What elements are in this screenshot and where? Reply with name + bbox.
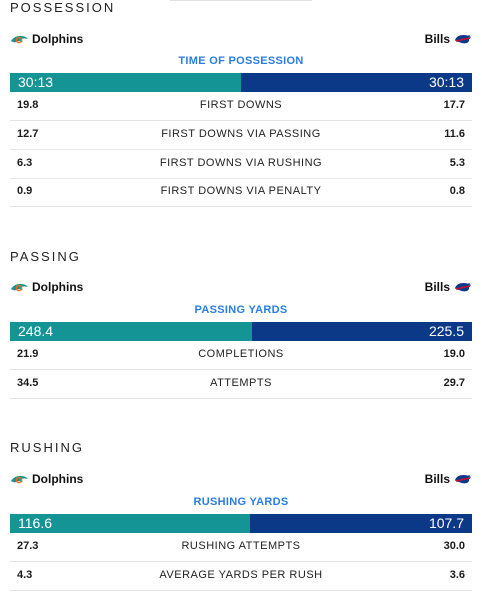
stat-right-value: 30.0 (443, 540, 465, 552)
stat-right-value: 0.8 (449, 185, 465, 197)
section-title: RUSHING (10, 440, 84, 455)
stat-label: RUSHING ATTEMPTS (181, 540, 301, 552)
bar-right-fill: 107.7 (250, 514, 472, 533)
team-name-right: Bills (424, 32, 450, 46)
stat-right-value: 17.7 (443, 99, 465, 111)
stat-label: FIRST DOWNS (199, 99, 283, 111)
team-dolphins: Dolphins (10, 280, 83, 294)
bar-left-fill: 248.4 (10, 322, 253, 341)
stat-left-value: 12.7 (17, 128, 39, 140)
team-dolphins: Dolphins (10, 32, 83, 46)
stat-right-value: 3.6 (449, 569, 465, 581)
stat-right-value: 29.7 (443, 377, 465, 389)
bar-left-fill: 116.6 (10, 514, 251, 533)
dolphins-logo-icon (11, 35, 28, 44)
bar-left-value: 116.6 (18, 515, 52, 531)
stat-label: FIRST DOWNS VIA PASSING (161, 128, 321, 140)
stat-right-value: 11.6 (444, 128, 465, 140)
section-title: PASSING (10, 249, 81, 264)
bar-left-value: 248.4 (18, 323, 54, 339)
passing-yards-bar: 248.4 225.5 (10, 322, 472, 341)
stat-label: AVERAGE YARDS PER RUSH (159, 569, 323, 581)
stat-row: 6.3 FIRST DOWNS VIA RUSHING 5.3 (10, 149, 472, 179)
stat-left-value: 34.5 (17, 377, 39, 389)
bar-right-value: 225.5 (428, 323, 464, 339)
teams-header: Dolphins Bills (10, 32, 472, 48)
team-dolphins: Dolphins (10, 472, 83, 486)
rushing-yards-bar: 116.6 107.7 (10, 514, 472, 533)
bar-right-value: 30:13 (428, 74, 464, 90)
stat-label: ATTEMPTS (210, 377, 272, 389)
time-of-possession-title: TIME OF POSSESSION (178, 55, 304, 67)
stat-right-value: 5.3 (449, 157, 465, 169)
stat-row: 4.3 AVERAGE YARDS PER RUSH 3.6 (10, 561, 472, 591)
rushing-yards-title: RUSHING YARDS (193, 496, 289, 508)
stat-left-value: 4.3 (17, 569, 33, 581)
passing-yards-title: PASSING YARDS (194, 304, 288, 316)
team-name-left: Dolphins (32, 32, 84, 46)
section-title: POSSESSION (10, 0, 116, 15)
time-of-possession-bar: 30:13 30:13 (10, 73, 472, 92)
bills-logo-icon (455, 475, 471, 484)
stat-row: 19.8 FIRST DOWNS 17.7 (10, 91, 472, 121)
team-bills: Bills (425, 280, 472, 294)
team-bills: Bills (425, 472, 472, 486)
team-name-left: Dolphins (32, 472, 84, 486)
bar-left-value: 30:13 (18, 74, 54, 90)
dolphins-logo-icon (11, 475, 28, 484)
teams-header: Dolphins Bills (10, 472, 472, 488)
stat-left-value: 27.3 (17, 540, 39, 552)
bar-right-value: 107.7 (428, 515, 464, 531)
stat-left-value: 6.3 (17, 157, 33, 169)
team-name-right: Bills (424, 280, 450, 294)
stat-row: 0.9 FIRST DOWNS VIA PENALTY 0.8 (10, 177, 472, 207)
stat-label: FIRST DOWNS VIA PENALTY (160, 185, 322, 197)
bar-right-fill: 30:13 (241, 73, 472, 92)
stat-left-value: 0.9 (17, 185, 33, 197)
dolphins-logo-icon (11, 283, 28, 292)
stat-row: 27.3 RUSHING ATTEMPTS 30.0 (10, 532, 472, 562)
stat-row: 34.5 ATTEMPTS 29.7 (10, 369, 472, 399)
teams-header: Dolphins Bills (10, 280, 472, 296)
team-name-left: Dolphins (32, 280, 84, 294)
stat-label: COMPLETIONS (198, 348, 284, 360)
bills-logo-icon (455, 35, 471, 44)
stat-row: 12.7 FIRST DOWNS VIA PASSING 11.6 (10, 120, 472, 150)
stat-row: 21.9 COMPLETIONS 19.0 (10, 340, 472, 370)
bills-logo-icon (455, 283, 471, 292)
divider (170, 0, 312, 1)
bar-right-fill: 225.5 (252, 322, 472, 341)
stat-label: FIRST DOWNS VIA RUSHING (159, 157, 323, 169)
stat-right-value: 19.0 (443, 348, 465, 360)
stat-left-value: 19.8 (17, 99, 39, 111)
team-name-right: Bills (424, 472, 450, 486)
bar-left-fill: 30:13 (10, 73, 241, 92)
team-bills: Bills (425, 32, 472, 46)
stat-left-value: 21.9 (17, 348, 39, 360)
